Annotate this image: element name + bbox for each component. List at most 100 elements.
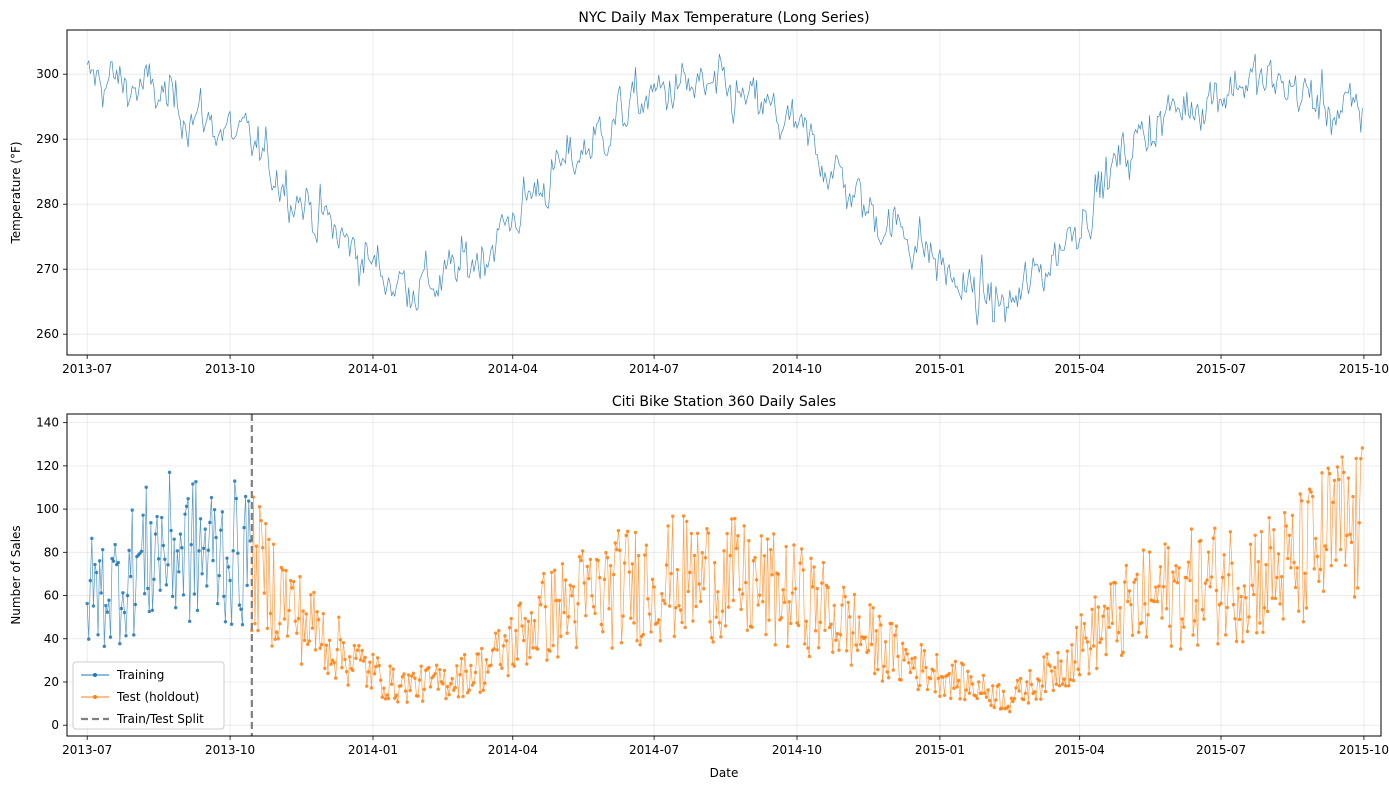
test-point bbox=[1337, 477, 1341, 482]
training-point bbox=[170, 594, 175, 599]
test-point bbox=[1164, 607, 1169, 611]
test-point bbox=[318, 646, 322, 650]
x-tick-label: 2015-10 bbox=[1339, 362, 1389, 376]
training-point bbox=[132, 633, 136, 637]
test-point bbox=[1200, 608, 1205, 612]
test-point bbox=[1096, 605, 1101, 609]
test-point bbox=[849, 663, 854, 667]
test-point bbox=[389, 682, 394, 686]
test-point bbox=[795, 621, 799, 625]
test-point bbox=[886, 676, 891, 680]
test-point bbox=[666, 524, 670, 528]
test-point bbox=[327, 638, 332, 643]
training-point bbox=[111, 559, 116, 563]
test-point bbox=[1189, 527, 1194, 531]
training-point bbox=[91, 604, 96, 608]
test-point bbox=[799, 547, 804, 551]
test-point bbox=[281, 568, 285, 572]
test-point bbox=[500, 666, 504, 670]
test-point bbox=[730, 517, 734, 521]
test-point bbox=[274, 630, 279, 634]
test-point bbox=[1343, 563, 1347, 568]
training-point bbox=[186, 497, 190, 501]
test-point bbox=[548, 649, 552, 653]
test-point bbox=[644, 543, 649, 547]
test-point bbox=[1137, 630, 1141, 635]
sales-series bbox=[85, 414, 1365, 736]
y-tick-label: 140 bbox=[36, 416, 59, 430]
test-point bbox=[885, 670, 889, 674]
test-point bbox=[537, 595, 541, 599]
training-point bbox=[184, 504, 189, 509]
test-point bbox=[1178, 647, 1183, 651]
training-point bbox=[225, 556, 229, 560]
test-point bbox=[448, 682, 453, 686]
y-tick-label: 120 bbox=[36, 459, 59, 473]
test-point bbox=[838, 632, 843, 637]
test-point bbox=[347, 655, 352, 659]
training-point bbox=[174, 605, 178, 610]
test-point bbox=[354, 656, 358, 661]
test-point bbox=[1087, 672, 1091, 676]
test-point bbox=[804, 619, 809, 624]
sales-axes-frame bbox=[66, 413, 1382, 737]
test-point bbox=[918, 683, 922, 688]
test-point bbox=[1032, 690, 1037, 694]
test-point bbox=[484, 658, 489, 662]
test-point bbox=[1051, 688, 1055, 693]
test-point bbox=[493, 631, 498, 635]
test-point bbox=[1091, 644, 1096, 648]
test-point bbox=[321, 611, 325, 616]
test-point bbox=[1056, 651, 1060, 655]
test-point bbox=[675, 568, 680, 572]
test-point bbox=[385, 693, 389, 697]
test-point bbox=[1208, 585, 1212, 589]
test-point bbox=[745, 628, 749, 632]
test-point bbox=[810, 585, 815, 589]
test-point bbox=[312, 590, 316, 595]
test-point bbox=[270, 644, 274, 648]
test-point bbox=[375, 656, 380, 660]
test-point bbox=[562, 610, 566, 615]
training-point bbox=[247, 499, 251, 503]
test-point bbox=[817, 646, 821, 650]
test-point bbox=[1213, 526, 1217, 530]
test-point bbox=[633, 530, 638, 535]
temperature-series bbox=[86, 53, 1363, 326]
test-point bbox=[419, 664, 423, 668]
test-point bbox=[706, 531, 711, 535]
test-point bbox=[287, 608, 291, 613]
test-point bbox=[767, 618, 771, 622]
test-point bbox=[403, 689, 408, 693]
test-point bbox=[776, 572, 781, 576]
training-point bbox=[108, 635, 113, 639]
test-point bbox=[835, 632, 840, 636]
test-point bbox=[481, 688, 485, 692]
test-point bbox=[857, 615, 861, 619]
test-point bbox=[1276, 552, 1281, 556]
test-point bbox=[1309, 490, 1313, 494]
test-point bbox=[1278, 602, 1282, 606]
test-point bbox=[1233, 617, 1237, 621]
test-point bbox=[1321, 589, 1326, 593]
test-point bbox=[1158, 565, 1163, 569]
training-point bbox=[172, 537, 176, 541]
test-point bbox=[669, 571, 673, 576]
test-point bbox=[346, 683, 350, 687]
training-point bbox=[125, 593, 130, 598]
y-tick-label: 100 bbox=[36, 502, 59, 516]
training-point bbox=[85, 601, 89, 606]
test-point bbox=[876, 667, 880, 672]
training-point bbox=[107, 598, 111, 602]
test-point bbox=[557, 598, 562, 603]
test-point bbox=[399, 684, 403, 688]
test-point bbox=[1317, 579, 1321, 584]
test-point bbox=[506, 673, 510, 678]
test-point bbox=[905, 652, 909, 656]
test-point bbox=[514, 628, 518, 633]
test-point bbox=[296, 616, 301, 621]
legend-label: Test (holdout) bbox=[116, 690, 199, 704]
test-point bbox=[843, 594, 847, 599]
test-point bbox=[739, 607, 743, 612]
test-point bbox=[470, 683, 475, 687]
